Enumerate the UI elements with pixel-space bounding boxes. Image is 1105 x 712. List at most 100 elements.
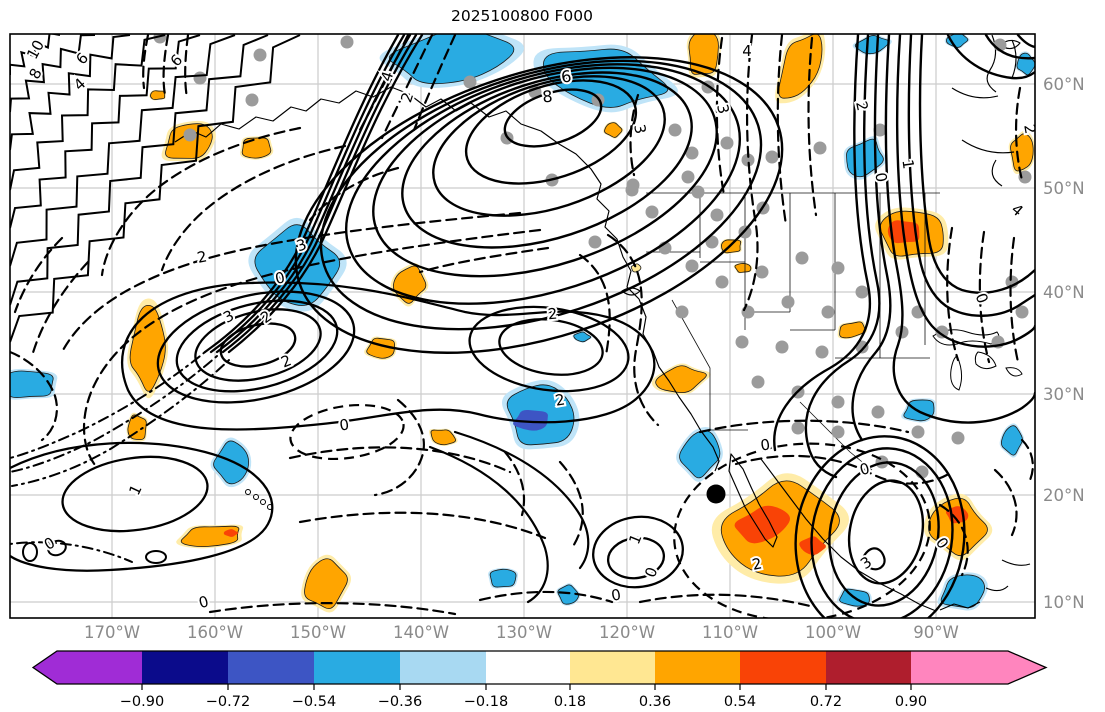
colorbar-segment [570, 651, 655, 684]
station-dot [821, 305, 835, 319]
contour-line-solid [860, 547, 886, 571]
station-dot [871, 405, 885, 419]
station-dot [815, 345, 829, 359]
station-dot [751, 375, 765, 389]
colorbar-segment [655, 651, 740, 684]
station-dot [935, 325, 949, 339]
colorbar-segment [142, 651, 228, 684]
anomaly-patch [213, 440, 250, 485]
lat-tick-label: 10°N [1043, 593, 1085, 612]
contour-label: 2 [195, 247, 208, 267]
contour-line-dashed [13, 236, 64, 314]
contour-loop-solid [344, 63, 742, 305]
contour-loop-dashed [673, 442, 931, 618]
station-dot [645, 205, 659, 219]
contour-line-dashed [503, 450, 526, 517]
contour-line-dashed [308, 166, 400, 222]
colorbar-segment [486, 651, 570, 684]
station-dot [1018, 170, 1032, 184]
anomaly-patch [630, 263, 642, 273]
contour-line-dashed [184, 34, 190, 100]
station-dot [715, 275, 729, 289]
station-dot [831, 261, 845, 275]
lake-outline [950, 355, 963, 391]
contour-line-dashed [698, 419, 910, 434]
lon-tick-label: 150°W [290, 623, 346, 642]
anomaly-patch [180, 525, 240, 548]
contour-label: 2 [547, 305, 558, 324]
station-dot [813, 141, 827, 155]
anomaly-patch [127, 414, 147, 441]
lon-tick-label: 170°W [84, 623, 140, 642]
station-dot [340, 35, 354, 49]
anomaly-patch [430, 429, 456, 446]
anomaly-patch [241, 137, 272, 159]
contour-line-zigzag [10, 34, 131, 151]
contour-line-dashed [358, 34, 410, 132]
station-dot [831, 395, 845, 409]
analysis-point [706, 484, 726, 504]
contour-label: 3 [630, 123, 649, 136]
contour-loop-solid [464, 79, 638, 185]
contour-line-dashed [11, 359, 230, 487]
contour-line-zigzag [10, 34, 166, 191]
lake-outline [974, 351, 997, 370]
contour-line-dashed [978, 230, 991, 364]
colorbar-tick-label: 0.36 [639, 694, 671, 710]
colorbar-segment [911, 651, 1008, 684]
anomaly-patch [150, 90, 166, 101]
contour-line-dashed [1014, 86, 1024, 182]
station-dot [795, 251, 809, 265]
contour-line-dashed [418, 246, 550, 274]
contour-line-dashed [160, 144, 347, 272]
contour-loop-solid [468, 305, 630, 393]
contour-label: 4 [742, 42, 752, 60]
contour-line-solid [884, 34, 1035, 424]
coastline [961, 139, 1015, 154]
contour-line-dashed [478, 590, 614, 604]
hawaii-island [260, 499, 266, 505]
anomaly-patch [573, 331, 592, 343]
contour-line-dashed [10, 350, 59, 442]
contour-label: 1 [625, 531, 645, 547]
contour-label: 2 [1020, 123, 1039, 136]
station-dot [791, 421, 805, 435]
contour-line-solid [984, 34, 1035, 60]
contour-line-zigzag [10, 34, 96, 113]
lon-tick-label: 160°W [187, 623, 243, 642]
coastline [760, 458, 937, 612]
contour-label: 6 [560, 66, 573, 86]
anomaly-patch [940, 574, 986, 609]
contour-line-dashed [807, 36, 818, 217]
colorbar-tick-label: −0.54 [292, 694, 336, 710]
colorbar-outline [31, 650, 1048, 685]
contour-line-solid [10, 441, 274, 572]
station-dot [873, 123, 887, 137]
station-dot [685, 146, 699, 160]
contour-loop-solid [47, 539, 67, 557]
station-dot [765, 150, 779, 164]
hawaii-island [253, 494, 259, 500]
contour-loop-solid [606, 536, 666, 580]
coastline [951, 87, 999, 99]
anomaly-patch [1001, 425, 1023, 456]
station-dot [735, 335, 749, 349]
colorbar-tick-label: −0.36 [378, 694, 422, 710]
coastline [991, 159, 1003, 187]
contour-label: 10 [23, 37, 48, 62]
contour-line-dashed [10, 541, 133, 563]
contour-line-dashed [373, 398, 425, 497]
coastline [728, 453, 778, 548]
colorbar-segment [740, 651, 826, 684]
contour-loop-solid [372, 66, 718, 278]
contour-line-dashed [629, 93, 640, 177]
contour-line-dashed [558, 460, 584, 550]
anomaly-patch-core [799, 536, 827, 556]
station-dot [951, 431, 965, 445]
contour-line-dashed [60, 211, 522, 354]
colorbar-tick-label: 0.18 [554, 694, 586, 710]
contour-loop-solid [194, 308, 322, 382]
